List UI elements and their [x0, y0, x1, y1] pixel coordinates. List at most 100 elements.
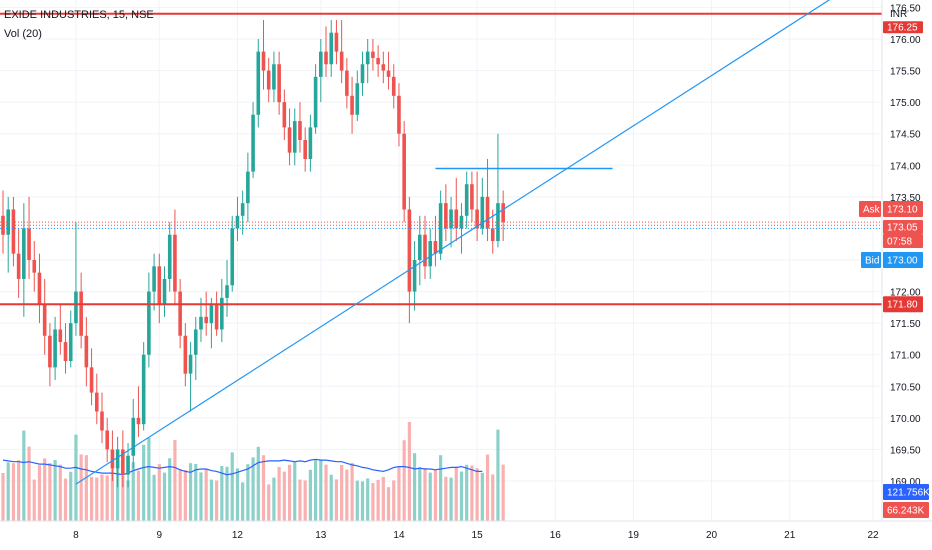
volume-bar — [402, 440, 406, 521]
candle-body — [355, 83, 360, 115]
candle-body — [470, 184, 474, 210]
candle-body — [246, 171, 250, 204]
volume-bar — [136, 470, 141, 521]
candle-body — [397, 95, 401, 134]
volume-bar — [43, 458, 47, 521]
candle-body — [365, 51, 370, 65]
time-tick-label: 19 — [628, 530, 640, 541]
candle-body — [152, 266, 156, 292]
candle-body — [240, 203, 245, 216]
ask-tag-bg — [859, 201, 881, 217]
volume-bar — [308, 469, 312, 521]
ask-badge: 173.10 — [887, 205, 918, 216]
volume-bar — [381, 477, 385, 521]
candles — [1, 20, 505, 488]
candle-body — [178, 291, 182, 336]
volume-bar — [454, 467, 458, 521]
candle-body — [167, 234, 172, 279]
candle-body — [371, 51, 375, 58]
volume-bar — [100, 474, 104, 521]
candle-body — [339, 51, 344, 71]
volume-bar — [89, 476, 94, 521]
volume-bar — [475, 468, 479, 521]
candle-body — [131, 417, 136, 456]
ask-badge-bg — [883, 201, 923, 217]
volume-bar — [1, 473, 5, 521]
candle-body — [22, 228, 26, 279]
volume-bar — [345, 469, 349, 521]
volume-bar — [241, 482, 245, 521]
volume-bar — [69, 471, 73, 521]
volume-bar — [329, 474, 333, 521]
volume-bar — [74, 434, 78, 521]
candle-body — [282, 102, 287, 128]
candle-body — [89, 367, 94, 393]
candle-body — [68, 323, 73, 362]
volume-bar — [209, 479, 213, 521]
volume-bar — [157, 464, 161, 521]
candle-body — [334, 32, 339, 52]
candle-body — [42, 304, 47, 336]
volume-bar — [496, 429, 500, 521]
volume-bar — [142, 444, 146, 521]
candle-body — [6, 209, 11, 235]
candle-body — [501, 203, 505, 223]
candle-body — [251, 114, 255, 172]
bid-tag: Bid — [865, 256, 879, 267]
candle-body — [188, 354, 193, 374]
volume-bar — [418, 467, 422, 521]
volume-bar — [340, 465, 344, 521]
volume-bar — [17, 460, 21, 521]
candle-body — [74, 291, 78, 324]
volume-bar — [79, 454, 83, 521]
volume-ma-badge: 121.756K — [887, 488, 930, 499]
volume-bar — [324, 464, 328, 521]
price-marker-lines — [0, 221, 882, 229]
volume-bar — [27, 446, 31, 521]
level-badge-bg — [883, 296, 923, 313]
candle-body — [183, 335, 188, 374]
symbol-title[interactable]: EXIDE INDUSTRIES, 15, NSE — [4, 9, 154, 21]
time-axis-labels[interactable]: 8 9 12 13 14 15 16 19 20 21 22 — [73, 530, 879, 541]
volume-indicator-label[interactable]: Vol (20) — [4, 28, 42, 40]
volume-bar — [334, 479, 339, 521]
candle-body — [32, 260, 37, 273]
time-tick-label: 21 — [784, 530, 796, 541]
candle-body — [345, 70, 349, 96]
candle-body — [256, 51, 261, 115]
trend-line — [75, 0, 831, 485]
candle-body — [480, 196, 485, 229]
candle-body — [110, 449, 115, 469]
volume-bar — [63, 478, 68, 521]
drawings[interactable] — [0, 0, 882, 485]
bid-badge-bg — [883, 252, 923, 268]
candle-body — [48, 335, 52, 368]
volume-bar — [423, 468, 427, 521]
candle-body — [147, 291, 151, 355]
volume-bar — [303, 480, 307, 521]
candle-body — [433, 241, 438, 254]
candle-body — [292, 121, 297, 153]
volume-bar — [251, 457, 255, 521]
volume-bar — [178, 469, 182, 521]
volume-bar — [183, 470, 187, 521]
volume-bar — [293, 461, 297, 521]
volume-bar — [287, 464, 292, 521]
candle-body — [157, 266, 162, 305]
candle-body — [298, 121, 302, 141]
price-tick-label: 169.50 — [890, 445, 921, 456]
volume-bar — [267, 484, 271, 521]
countdown-badge-bg — [883, 234, 923, 248]
candle-body — [16, 253, 21, 279]
candle-body — [464, 184, 469, 216]
volume-bar — [235, 468, 240, 521]
candle-body — [287, 127, 292, 153]
volume-bar — [215, 480, 219, 521]
candle-body — [418, 234, 422, 260]
candle-body — [220, 297, 224, 330]
volume-bar — [48, 463, 52, 521]
volume-bar — [110, 468, 115, 521]
volume-bar — [386, 487, 391, 521]
